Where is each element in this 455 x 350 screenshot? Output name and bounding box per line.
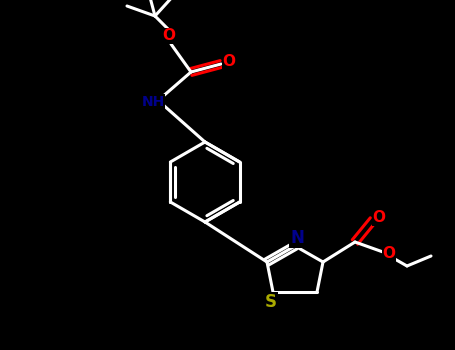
Text: O: O [222, 55, 236, 70]
Text: O: O [383, 246, 395, 261]
Text: O: O [373, 210, 385, 225]
Text: O: O [162, 28, 176, 43]
Text: N: N [290, 229, 304, 247]
Text: S: S [265, 293, 277, 311]
Text: NH: NH [142, 95, 165, 109]
